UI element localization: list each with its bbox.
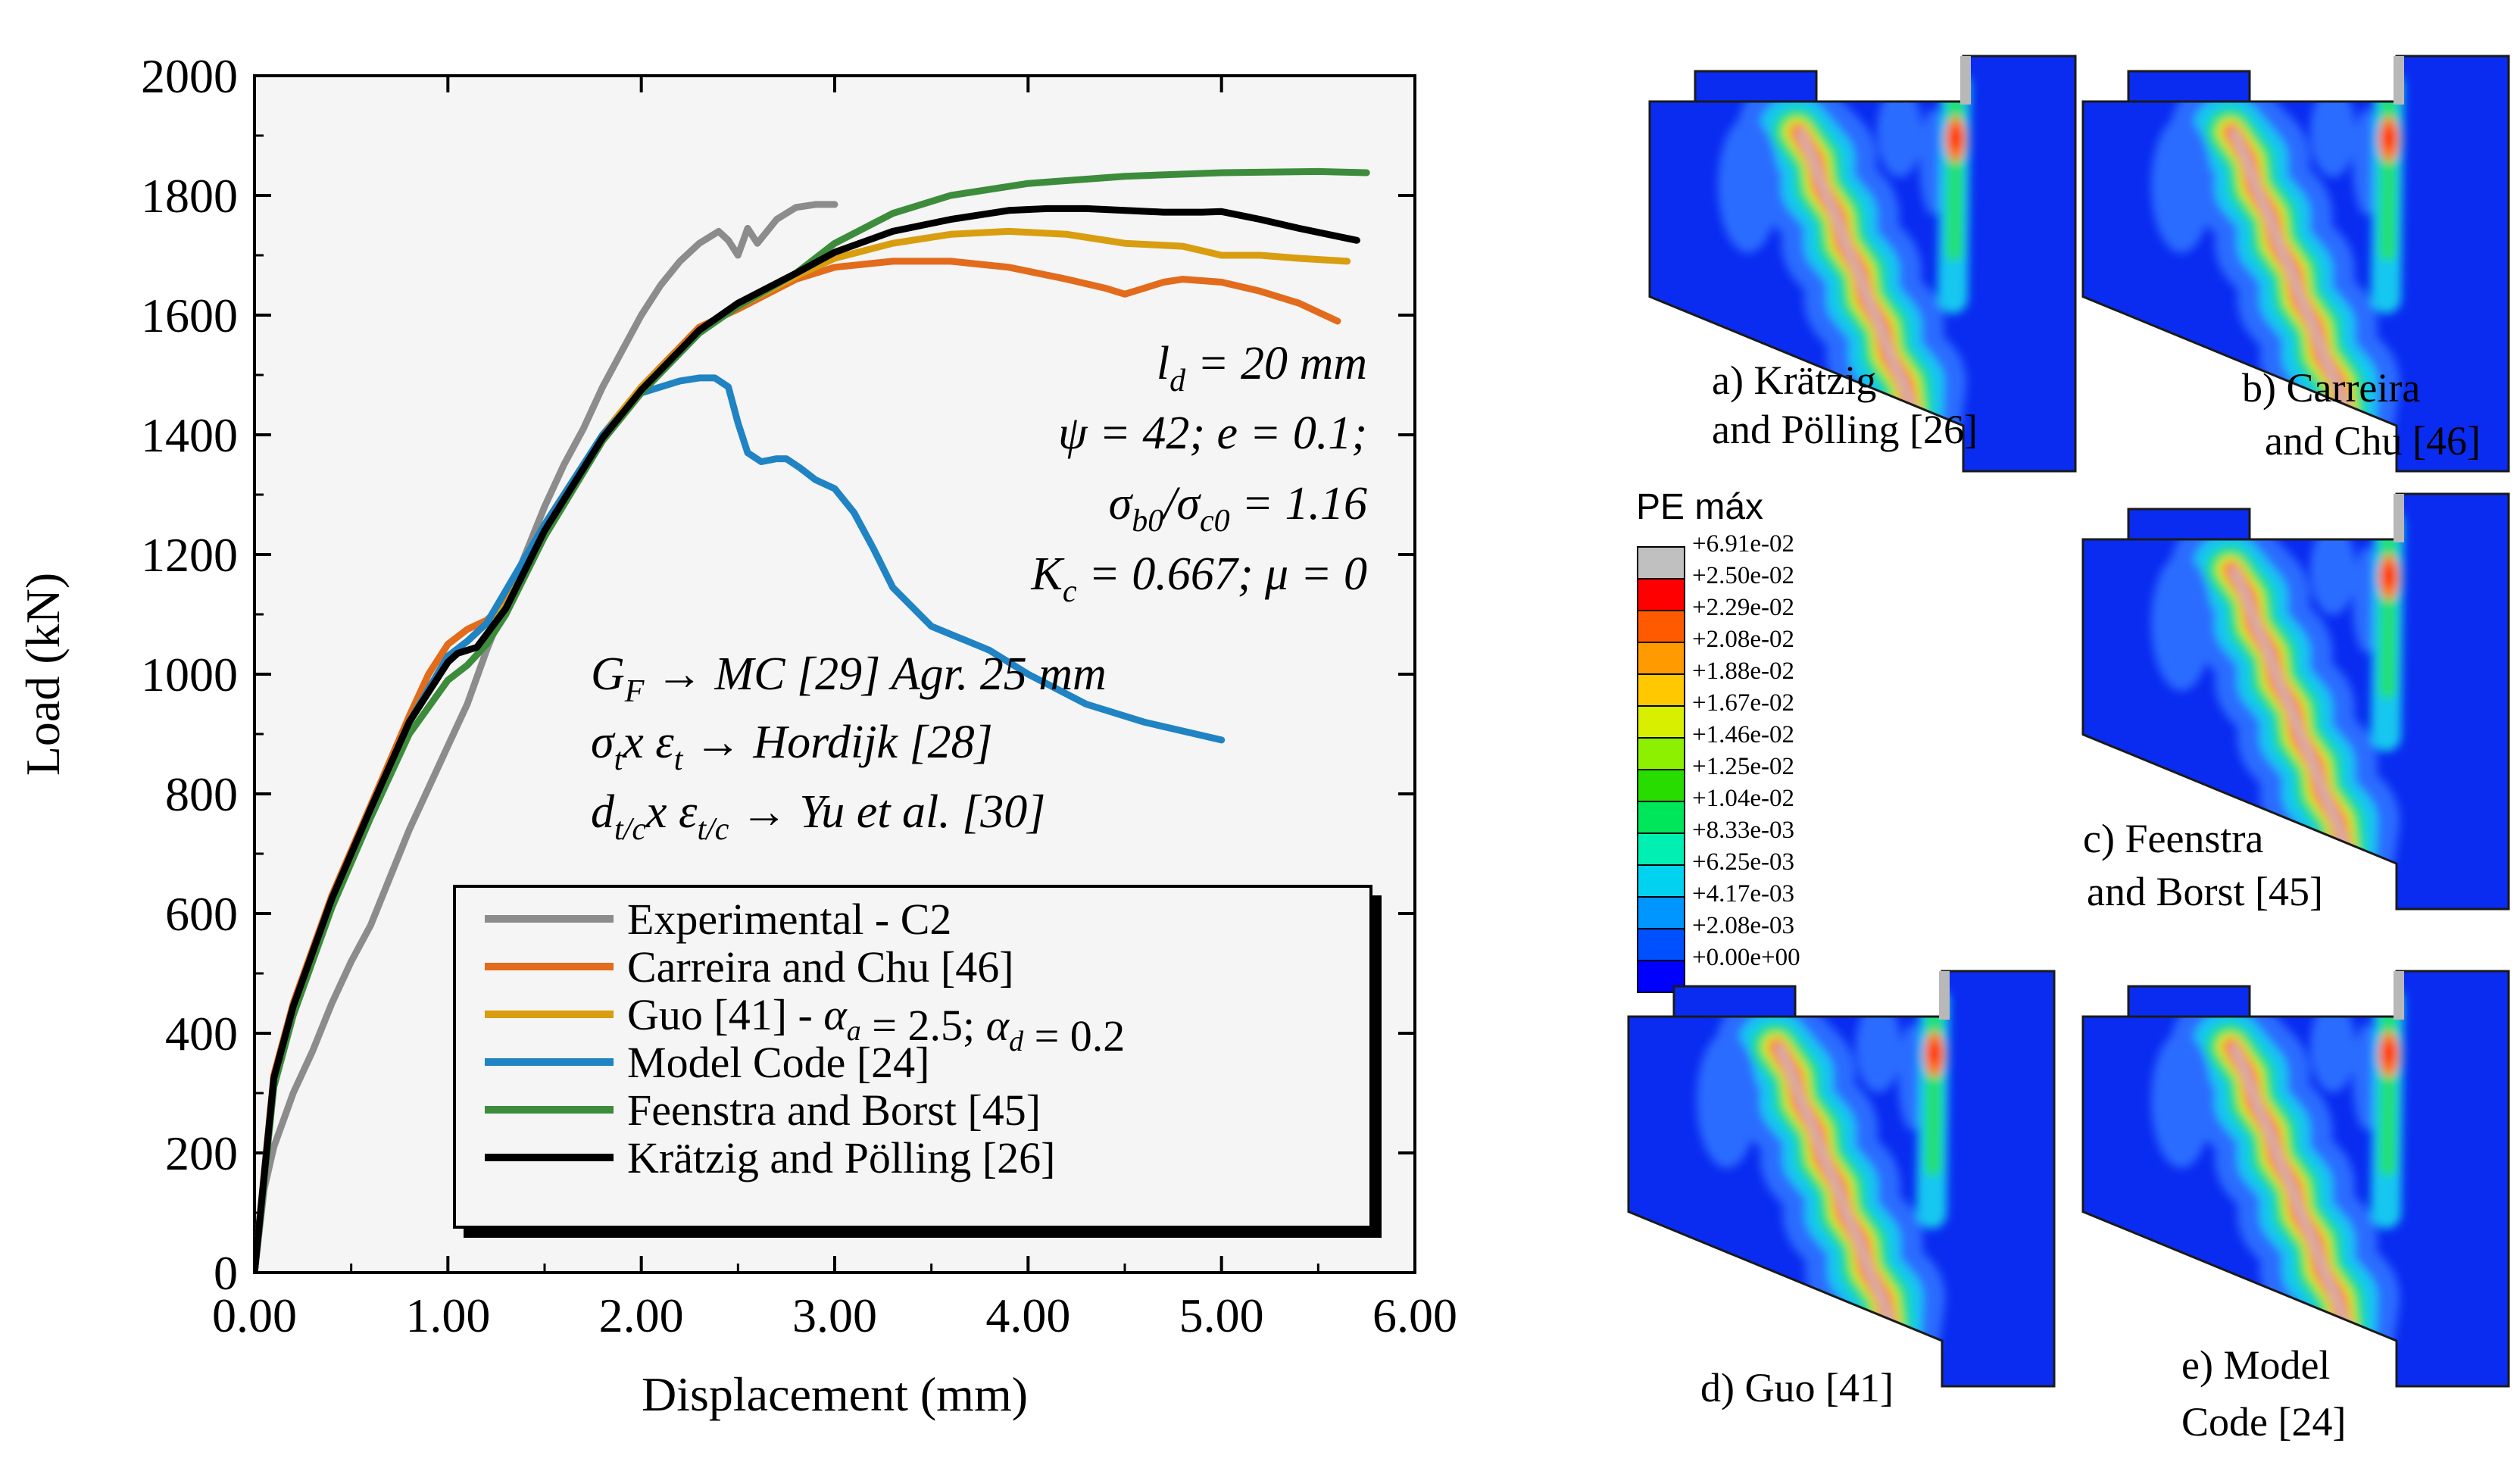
bearing-plate xyxy=(1672,985,1797,1018)
series-layer xyxy=(254,167,1370,1273)
contour-legend-swatch-7 xyxy=(1637,769,1685,802)
panel-caption-line1-c: c) Feenstra xyxy=(2083,816,2263,861)
x-tick-label: 3.00 xyxy=(792,1289,877,1342)
contour-legend-label-2: +2.29e-02 xyxy=(1692,594,1794,621)
bearing-plate xyxy=(2127,508,2251,541)
panel-caption-line2-e: Code [24] xyxy=(2181,1399,2346,1445)
y-tick-label: 1800 xyxy=(141,169,238,223)
legend-label-1: Carreira and Chu [46] xyxy=(627,942,1014,992)
contour-legend-label-6: +1.46e-02 xyxy=(1692,721,1794,748)
y-tick-label: 1600 xyxy=(141,289,238,342)
x-axis: 0.00 1.00 2.00 3.00 4.00 5.00 6.00 xyxy=(212,76,1457,1342)
bearing-plate xyxy=(2127,70,2251,103)
legend-box xyxy=(453,885,1372,1229)
series-line-5 xyxy=(254,205,1360,1273)
contour-legend-label-7: +1.25e-02 xyxy=(1692,753,1794,780)
y-axis-label: Load (kN) xyxy=(16,573,70,776)
annotation-sigma-eps: σtx εt → Hordijk [28] xyxy=(591,717,993,777)
contour-legend-swatch-1 xyxy=(1637,578,1685,611)
contour-legend: PE máx +6.91e-02 +2.50e-02 +2.29e-02 +2.08e… xyxy=(1636,487,1800,993)
y-tick-label: 0 xyxy=(214,1246,238,1300)
contour-panel-b: b) Carreira and Chu [46] xyxy=(2081,55,2510,473)
bearing-plate xyxy=(2127,985,2251,1018)
contour-panel-e: e) Model Code [24] xyxy=(2081,970,2510,1445)
contour-legend-swatch-6 xyxy=(1637,737,1685,770)
annotation-d-eps: dt/cx εt/c → Yu et al. [30] xyxy=(591,786,1045,847)
contour-legend-swatch-12 xyxy=(1637,928,1685,961)
x-tick-label: 2.00 xyxy=(599,1289,684,1342)
contour-legend-swatch-9 xyxy=(1637,833,1685,866)
legend-label-0: Experimental - C2 xyxy=(627,895,951,944)
x-tick-label: 1.00 xyxy=(405,1289,490,1342)
contour-legend-label-12: +2.08e-03 xyxy=(1692,912,1794,939)
y-axis: 0 200 400 600 800 1000 1200 1400 1600 1800 2000 xyxy=(141,49,1415,1300)
y-tick-label: 400 xyxy=(165,1007,238,1061)
panel-caption-line1-b: b) Carreira xyxy=(2242,365,2420,411)
contour-panel-d: d) Guo [41] xyxy=(1627,970,2056,1410)
annotation-kc-mu: Kc = 0.667; μ = 0 xyxy=(1031,548,1367,609)
steel-strip xyxy=(1939,971,1950,1020)
contour-legend-label-13: +0.00e+00 xyxy=(1692,944,1800,971)
legend-label-4: Feenstra and Borst [45] xyxy=(627,1086,1041,1135)
x-tick-label: 4.00 xyxy=(985,1289,1070,1342)
legend-label-5: Krätzig and Pölling [26] xyxy=(627,1133,1055,1182)
contour-legend-label-4: +1.88e-02 xyxy=(1692,658,1794,685)
x-tick-label: 6.00 xyxy=(1372,1289,1457,1342)
panel-caption-line2-c: and Borst [45] xyxy=(2087,869,2323,914)
x-tick-label: 5.00 xyxy=(1179,1289,1264,1342)
contour-legend-swatch-4 xyxy=(1637,673,1685,707)
x-axis-label: Displacement (mm) xyxy=(642,1367,1028,1421)
steel-strip xyxy=(2394,494,2404,542)
contour-legend-swatch-0 xyxy=(1637,546,1685,579)
steel-strip xyxy=(2394,971,2404,1020)
contour-legend-label-1: +2.50e-02 xyxy=(1692,562,1794,589)
steel-strip xyxy=(1960,56,1971,105)
legend-label-2: Guo [41] - αa = 2.5; αd = 0.2 xyxy=(627,990,1125,1061)
contour-legend-swatch-3 xyxy=(1637,642,1685,675)
annotation-sigma-ratio: σb0/σc0 = 1.16 xyxy=(1109,478,1367,539)
panel-caption-line2-b: and Chu [46] xyxy=(2265,418,2481,464)
y-tick-label: 2000 xyxy=(141,49,238,103)
annotation-psi-e: ψ = 42; e = 0.1; xyxy=(1058,408,1367,459)
legend-label-3: Model Code [24] xyxy=(627,1038,930,1087)
panel-caption-line1-e: e) Model xyxy=(2181,1342,2330,1388)
contour-legend-swatch-5 xyxy=(1637,705,1685,739)
contour-legend-label-3: +2.08e-02 xyxy=(1692,626,1794,653)
contour-legend-swatch-10 xyxy=(1637,864,1685,898)
contour-legend-label-10: +6.25e-03 xyxy=(1692,848,1794,876)
annotation-ld: ld = 20 mm xyxy=(1157,338,1367,398)
panel-caption-line2-a: and Pölling [26] xyxy=(1712,407,1978,452)
y-tick-label: 1400 xyxy=(141,408,238,462)
contour-legend-swatch-11 xyxy=(1637,896,1685,929)
contour-panel-c: c) Feenstra and Borst [45] xyxy=(2081,492,2510,914)
series-line-0 xyxy=(254,201,838,1273)
contour-legend-label-11: +4.17e-03 xyxy=(1692,880,1794,908)
annotation-gf: GF → MC [29] Agr. 25 mm xyxy=(591,648,1107,709)
panel-caption-line1-a: a) Krätzig xyxy=(1712,358,1876,403)
contour-legend-swatch-8 xyxy=(1637,801,1685,834)
y-tick-label: 800 xyxy=(165,767,238,821)
contour-legend-label-0: +6.91e-02 xyxy=(1692,530,1794,558)
load-displacement-chart: 0 200 400 600 800 1000 1200 1400 1600 1800 2000 0.… xyxy=(16,49,1457,1421)
bearing-plate xyxy=(1694,70,1818,103)
y-tick-label: 600 xyxy=(165,887,238,941)
contour-legend-swatch-2 xyxy=(1637,610,1685,643)
parameter-annotations: ld = 20 mm ψ = 42; e = 0.1; σb0/σc0 = 1.… xyxy=(591,338,1367,847)
contour-legend-title: PE máx xyxy=(1636,487,1763,527)
y-tick-label: 1200 xyxy=(141,528,238,582)
y-tick-label: 1000 xyxy=(141,648,238,701)
x-tick-label: 0.00 xyxy=(212,1289,297,1342)
contour-legend-label-9: +8.33e-03 xyxy=(1692,817,1794,844)
y-tick-label: 200 xyxy=(165,1126,238,1180)
contour-legend-label-5: +1.67e-02 xyxy=(1692,689,1794,717)
contour-legend-label-8: +1.04e-02 xyxy=(1692,785,1794,812)
panel-caption-line1-d: d) Guo [41] xyxy=(1700,1365,1894,1410)
steel-strip xyxy=(2394,56,2404,105)
